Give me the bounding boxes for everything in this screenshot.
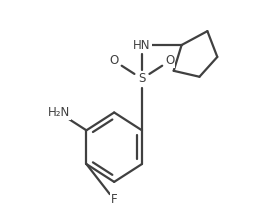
Text: S: S — [138, 72, 146, 85]
Text: F: F — [111, 193, 117, 206]
Text: H₂N: H₂N — [47, 106, 70, 119]
Text: O: O — [165, 54, 174, 67]
Text: O: O — [110, 54, 119, 67]
Text: HN: HN — [133, 39, 151, 51]
